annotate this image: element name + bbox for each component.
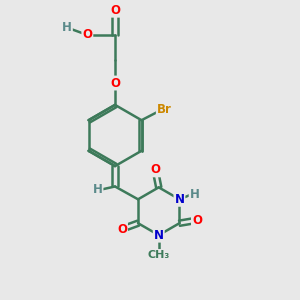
Text: N: N: [154, 229, 164, 242]
Text: O: O: [110, 76, 120, 89]
Text: O: O: [150, 164, 160, 176]
Text: O: O: [192, 214, 202, 227]
Text: H: H: [62, 21, 72, 34]
Text: O: O: [82, 28, 92, 41]
Text: N: N: [174, 193, 184, 206]
Text: H: H: [93, 183, 103, 196]
Text: O: O: [110, 4, 120, 17]
Text: H: H: [190, 188, 200, 201]
Text: O: O: [117, 223, 127, 236]
Text: Br: Br: [157, 103, 172, 116]
Text: CH₃: CH₃: [148, 250, 170, 260]
